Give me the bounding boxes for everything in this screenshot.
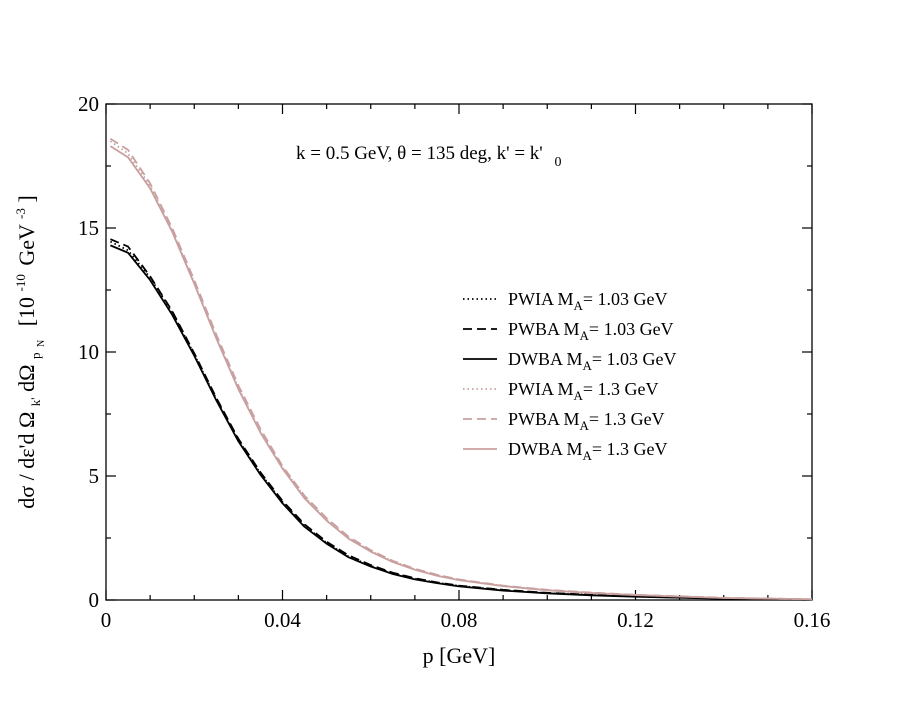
y-tick-label: 15 [78,216,99,240]
axis-ticks: 0 0.04 0.08 0.12 0.16 0 5 10 15 20 [78,92,830,632]
x-tick-label: 0.16 [794,608,831,632]
legend-entry-1: PWIA MA= 1.03 GeV [508,289,668,313]
x-tick-label: 0.12 [617,608,654,632]
plot-frame [105,103,813,601]
series-line-6 [109,145,813,601]
series-line-5 [109,137,813,601]
legend: PWIA MA= 1.03 GeV PWBA MA= 1.03 GeV DWBA M… [463,289,677,463]
y-tick-label: 0 [89,588,100,612]
series-line-1 [110,240,813,601]
x-tick-label: 0 [101,608,112,632]
x-tick-label: 0.08 [441,608,478,632]
y-tick-label: 5 [89,464,100,488]
series-lines [109,137,813,601]
series-line-4 [109,140,813,601]
legend-entry-4: PWIA MA= 1.3 GeV [508,379,659,403]
chart-annotation: k = 0.5 GeV, θ = 135 deg, k' = k' 0 [296,143,561,170]
series-line-3 [110,244,813,601]
series-line-2 [110,238,813,601]
x-axis-title: p [GeV] [423,643,496,668]
y-axis-title: dσ / dε'd Ω k' dΩ p N [10 -10 GeV -3 ] [5,195,49,508]
y-tick-label: 20 [78,92,99,116]
x-tick-label: 0.04 [264,608,301,632]
legend-entry-6: DWBA MA= 1.3 GeV [508,439,668,463]
legend-entry-2: PWBA MA= 1.03 GeV [508,319,674,343]
y-tick-label: 10 [78,340,99,364]
legend-entry-5: PWBA MA= 1.3 GeV [508,409,665,433]
legend-entry-3: DWBA MA= 1.03 GeV [508,349,677,373]
